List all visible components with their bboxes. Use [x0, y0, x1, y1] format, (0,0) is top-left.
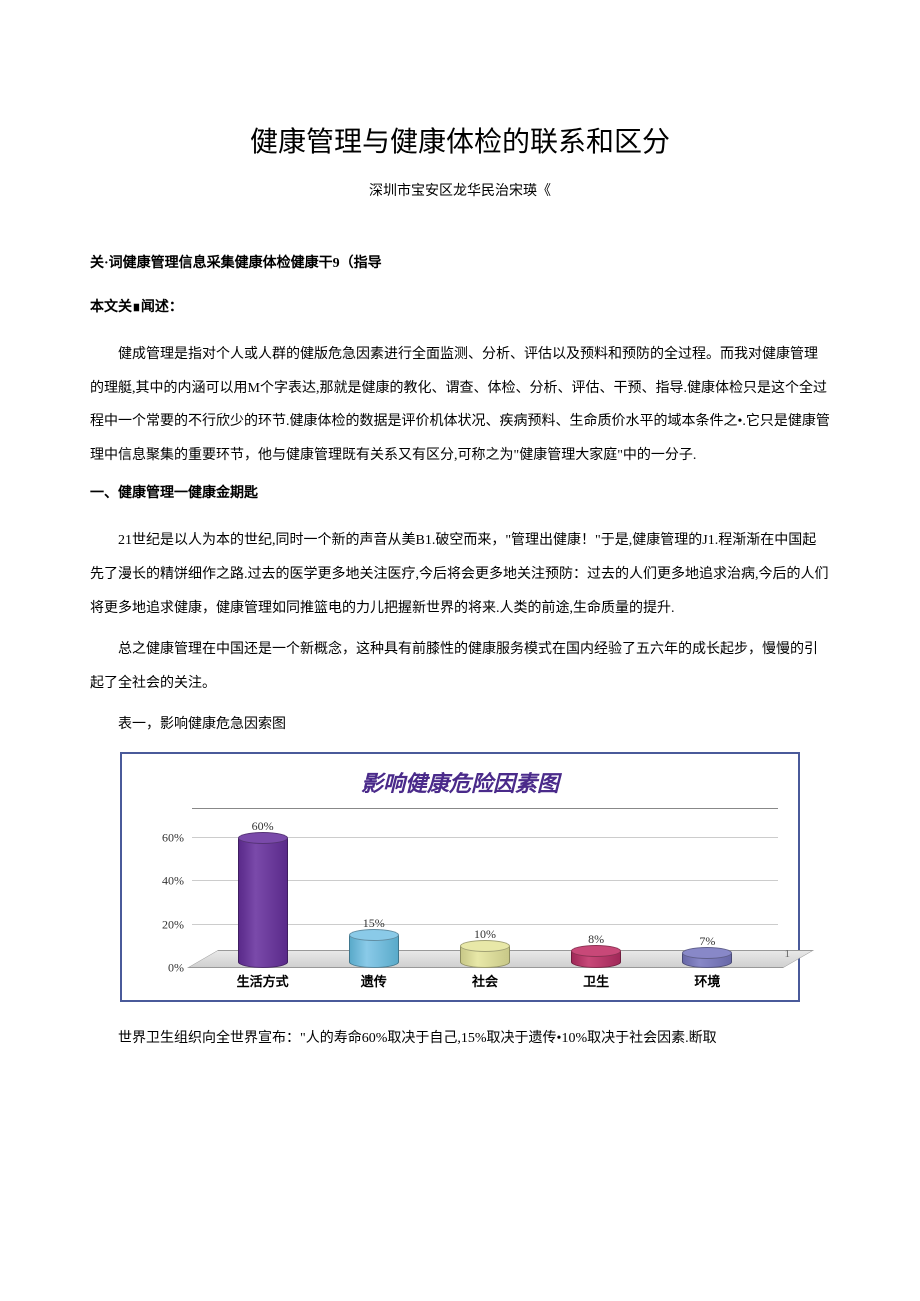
bar-cylinder — [571, 951, 621, 968]
bar-group: 15% — [344, 916, 404, 968]
x-axis-label: 卫生 — [566, 971, 626, 990]
x-axis-label: 遗传 — [344, 971, 404, 990]
chart-container: 影响健康危险因素图 0% 20% 40% 60% 60% 15% 10% 8% 7% 生活方式… — [120, 752, 800, 1002]
bar-cylinder — [682, 953, 732, 968]
summary-label: 本文关∎闻述： — [90, 294, 830, 322]
page-title: 健康管理与健康体检的联系和区分 — [90, 120, 830, 160]
x-axis-labels: 生活方式 遗传 社会 卫生 环境 — [192, 971, 778, 990]
table-caption: 表一，影响健康危急因索图 — [90, 708, 830, 742]
bar-group: 10% — [455, 927, 515, 968]
y-tick: 60% — [162, 830, 184, 845]
x-axis-label: 生活方式 — [233, 971, 293, 990]
bars-row: 60%15%10%8%7% — [192, 838, 778, 968]
y-axis: 0% 20% 40% 60% — [142, 808, 192, 988]
plot-area: 60%15%10%8%7% 生活方式遗传社会卫生环境 1 — [192, 808, 778, 988]
y-tick: 20% — [162, 917, 184, 932]
bar-cylinder — [238, 838, 288, 968]
bar-cylinder — [460, 946, 510, 968]
bar-top — [682, 947, 732, 959]
paragraph-1: 健成管理是指对个人或人群的健版危急因素进行全面监测、分析、评估以及预料和预防的全… — [90, 338, 830, 472]
chart-area: 0%20%40%60% 60%15%10%8%7% 生活方式遗传社会卫生环境 1 — [142, 808, 778, 988]
y-tick: 0% — [168, 960, 184, 975]
chart-title: 影响健康危险因素图 — [142, 766, 778, 798]
paragraph-3: 总之健康管理在中国还是一个新概念，这种具有前膝性的健康服务模式在国内经验了五六年… — [90, 633, 830, 700]
subtitle: 深圳市宝安区龙华民治宋瑛《 — [90, 180, 830, 200]
paragraph-4: 世界卫生组织向全世界宣布："人的寿命60%取决于自己,15%取决于遗传•10%取… — [90, 1022, 830, 1056]
keywords-label: 关·词健康管理信息采集健康体检健康干9（指导 — [90, 250, 830, 278]
x-axis-label: 社会 — [455, 971, 515, 990]
bar-group: 7% — [677, 934, 737, 968]
bar-body — [238, 838, 288, 968]
x-axis-label: 环境 — [677, 971, 737, 990]
axis-corner-label: 1 — [785, 948, 791, 960]
bar-group: 8% — [566, 932, 626, 968]
y-tick: 40% — [162, 874, 184, 889]
bar-top — [571, 945, 621, 957]
bar-top — [238, 832, 288, 844]
paragraph-2: 21世纪是以人为本的世纪,同时一个新的声音从美B1.破空而来，"管理出健康！"于… — [90, 524, 830, 625]
bar-cylinder — [349, 935, 399, 968]
bar-group: 60% — [233, 819, 293, 968]
section-1-title: 一、健康管理一健康金期匙 — [90, 480, 830, 508]
